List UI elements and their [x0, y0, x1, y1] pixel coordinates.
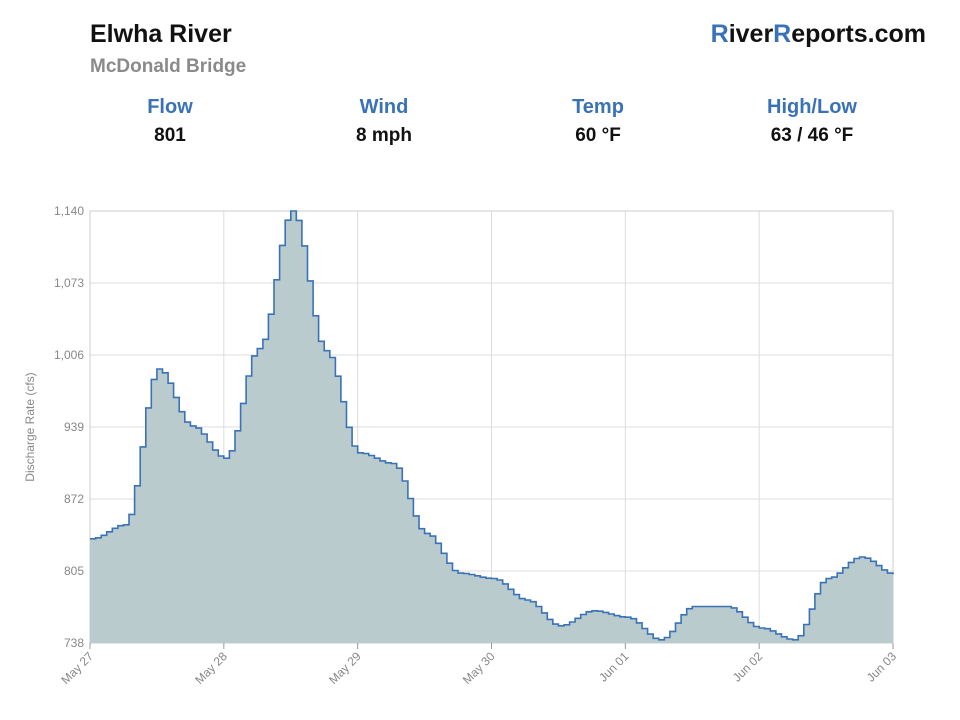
discharge-line [90, 210, 894, 641]
x-tick-label: Jun 02 [730, 649, 766, 685]
stat-value: 60 °F [575, 125, 621, 146]
brand-letter-r1: R [710, 20, 729, 48]
stat-label: High/Low [767, 96, 857, 118]
brand-letter-r2: R [773, 20, 792, 48]
x-tick-label: May 27 [58, 649, 96, 687]
y-tick-label: 939 [64, 420, 84, 434]
gauge-subtitle: McDonald Bridge [90, 56, 247, 77]
stat-temp: Temp 60 °F [498, 96, 698, 147]
discharge-area [90, 211, 893, 643]
y-axis-label: Discharge Rate (cfs) [23, 372, 37, 481]
x-tick-label: May 28 [192, 649, 230, 687]
stat-high-low: High/Low 63 / 46 °F [712, 96, 912, 147]
y-tick-label: 1,140 [54, 204, 84, 218]
y-tick-label: 1,073 [54, 276, 84, 290]
stat-value: 63 / 46 °F [770, 125, 854, 146]
brand-logo[interactable]: RiverReports.com [711, 20, 926, 49]
stat-label: Flow [147, 96, 193, 118]
y-tick-label: 805 [64, 564, 84, 578]
stat-value: 8 mph [356, 125, 412, 146]
brand-part-2: eports.com [791, 20, 926, 48]
stat-label: Wind [359, 96, 409, 118]
x-tick-label: Jun 03 [864, 649, 900, 685]
x-tick-label: May 29 [326, 649, 364, 687]
x-tick-label: Jun 01 [596, 649, 632, 685]
y-tick-label: 872 [64, 492, 84, 506]
stat-value: 801 [154, 125, 186, 146]
y-tick-label: 1,006 [54, 348, 84, 362]
river-title: Elwha River [90, 20, 232, 48]
y-tick-label: 738 [64, 636, 84, 650]
x-tick-label: May 30 [460, 649, 498, 687]
stat-label: Temp [572, 96, 624, 118]
brand-part-1: iver [728, 20, 774, 48]
stat-flow: Flow 801 [70, 96, 270, 147]
stat-wind: Wind 8 mph [284, 96, 484, 147]
